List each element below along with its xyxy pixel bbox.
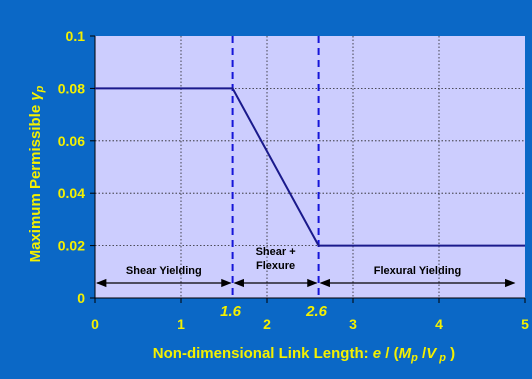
region-annotations: Shear Yielding Shear + Flexure Flexural Yie… bbox=[95, 246, 516, 288]
x-axis-title: Non-dimensional Link Length: e / (Mp /V … bbox=[153, 345, 455, 364]
y-tick-label-2: 0.04 bbox=[58, 185, 85, 201]
y-tick-labels: 0 0.02 0.04 0.06 0.08 0.1 bbox=[58, 28, 85, 306]
x-tick-label-4: 4 bbox=[435, 316, 443, 332]
x-axis-title-M: M bbox=[399, 345, 412, 362]
region-label-2-0: Flexural Yielding bbox=[374, 265, 461, 277]
x-tick-label-3: 3 bbox=[349, 316, 357, 332]
x-tick-label-2: 2 bbox=[263, 316, 271, 332]
x-tick-labels: 0 1 2 3 4 5 bbox=[91, 316, 529, 332]
y-tick-label-1: 0.02 bbox=[58, 238, 85, 254]
series-group bbox=[95, 87, 525, 247]
x-axis-title-mid: / bbox=[418, 345, 427, 362]
vertical-marker-labels: 1.6 2.6 bbox=[220, 303, 328, 320]
x-tick-label-5: 5 bbox=[521, 316, 529, 332]
y-axis-title-subscript: p bbox=[34, 85, 46, 93]
y-axis-title: Maximum Permissible γp bbox=[27, 85, 46, 262]
y-tick-label-5: 0.1 bbox=[66, 28, 86, 44]
x-axis-title-sub2: p bbox=[436, 352, 446, 364]
region-label-0-0: Shear Yielding bbox=[126, 265, 202, 277]
x-axis-title-close: ) bbox=[446, 345, 455, 362]
plot-area bbox=[95, 36, 525, 298]
y-axis-title-lead: Maximum Permissible bbox=[27, 101, 44, 263]
y-tick-label-4: 0.08 bbox=[58, 80, 85, 96]
x-axis-title-sub1: p bbox=[410, 352, 418, 364]
region-label-1-1: Flexure bbox=[256, 260, 295, 272]
vertical-marker-lines bbox=[231, 36, 320, 298]
y-tick-label-0: 0 bbox=[77, 290, 85, 306]
x-tick-label-1: 1 bbox=[177, 316, 185, 332]
x-axis-title-lead: Non-dimensional Link Length: bbox=[153, 345, 373, 362]
x-axis-title-slash: / ( bbox=[381, 345, 399, 362]
region-label-1-0: Shear + bbox=[256, 246, 296, 258]
grid-lines bbox=[90, 35, 526, 303]
marker-label-1: 2.6 bbox=[305, 303, 328, 320]
x-axis-title-e: e bbox=[373, 345, 381, 362]
x-tick-label-0: 0 bbox=[91, 316, 99, 332]
y-axis-title-gamma: γ bbox=[27, 91, 44, 101]
y-tick-label-3: 0.06 bbox=[58, 133, 85, 149]
marker-label-0: 1.6 bbox=[220, 303, 242, 320]
x-axis-title-V: V bbox=[426, 345, 438, 362]
series-line-0 bbox=[95, 87, 525, 247]
